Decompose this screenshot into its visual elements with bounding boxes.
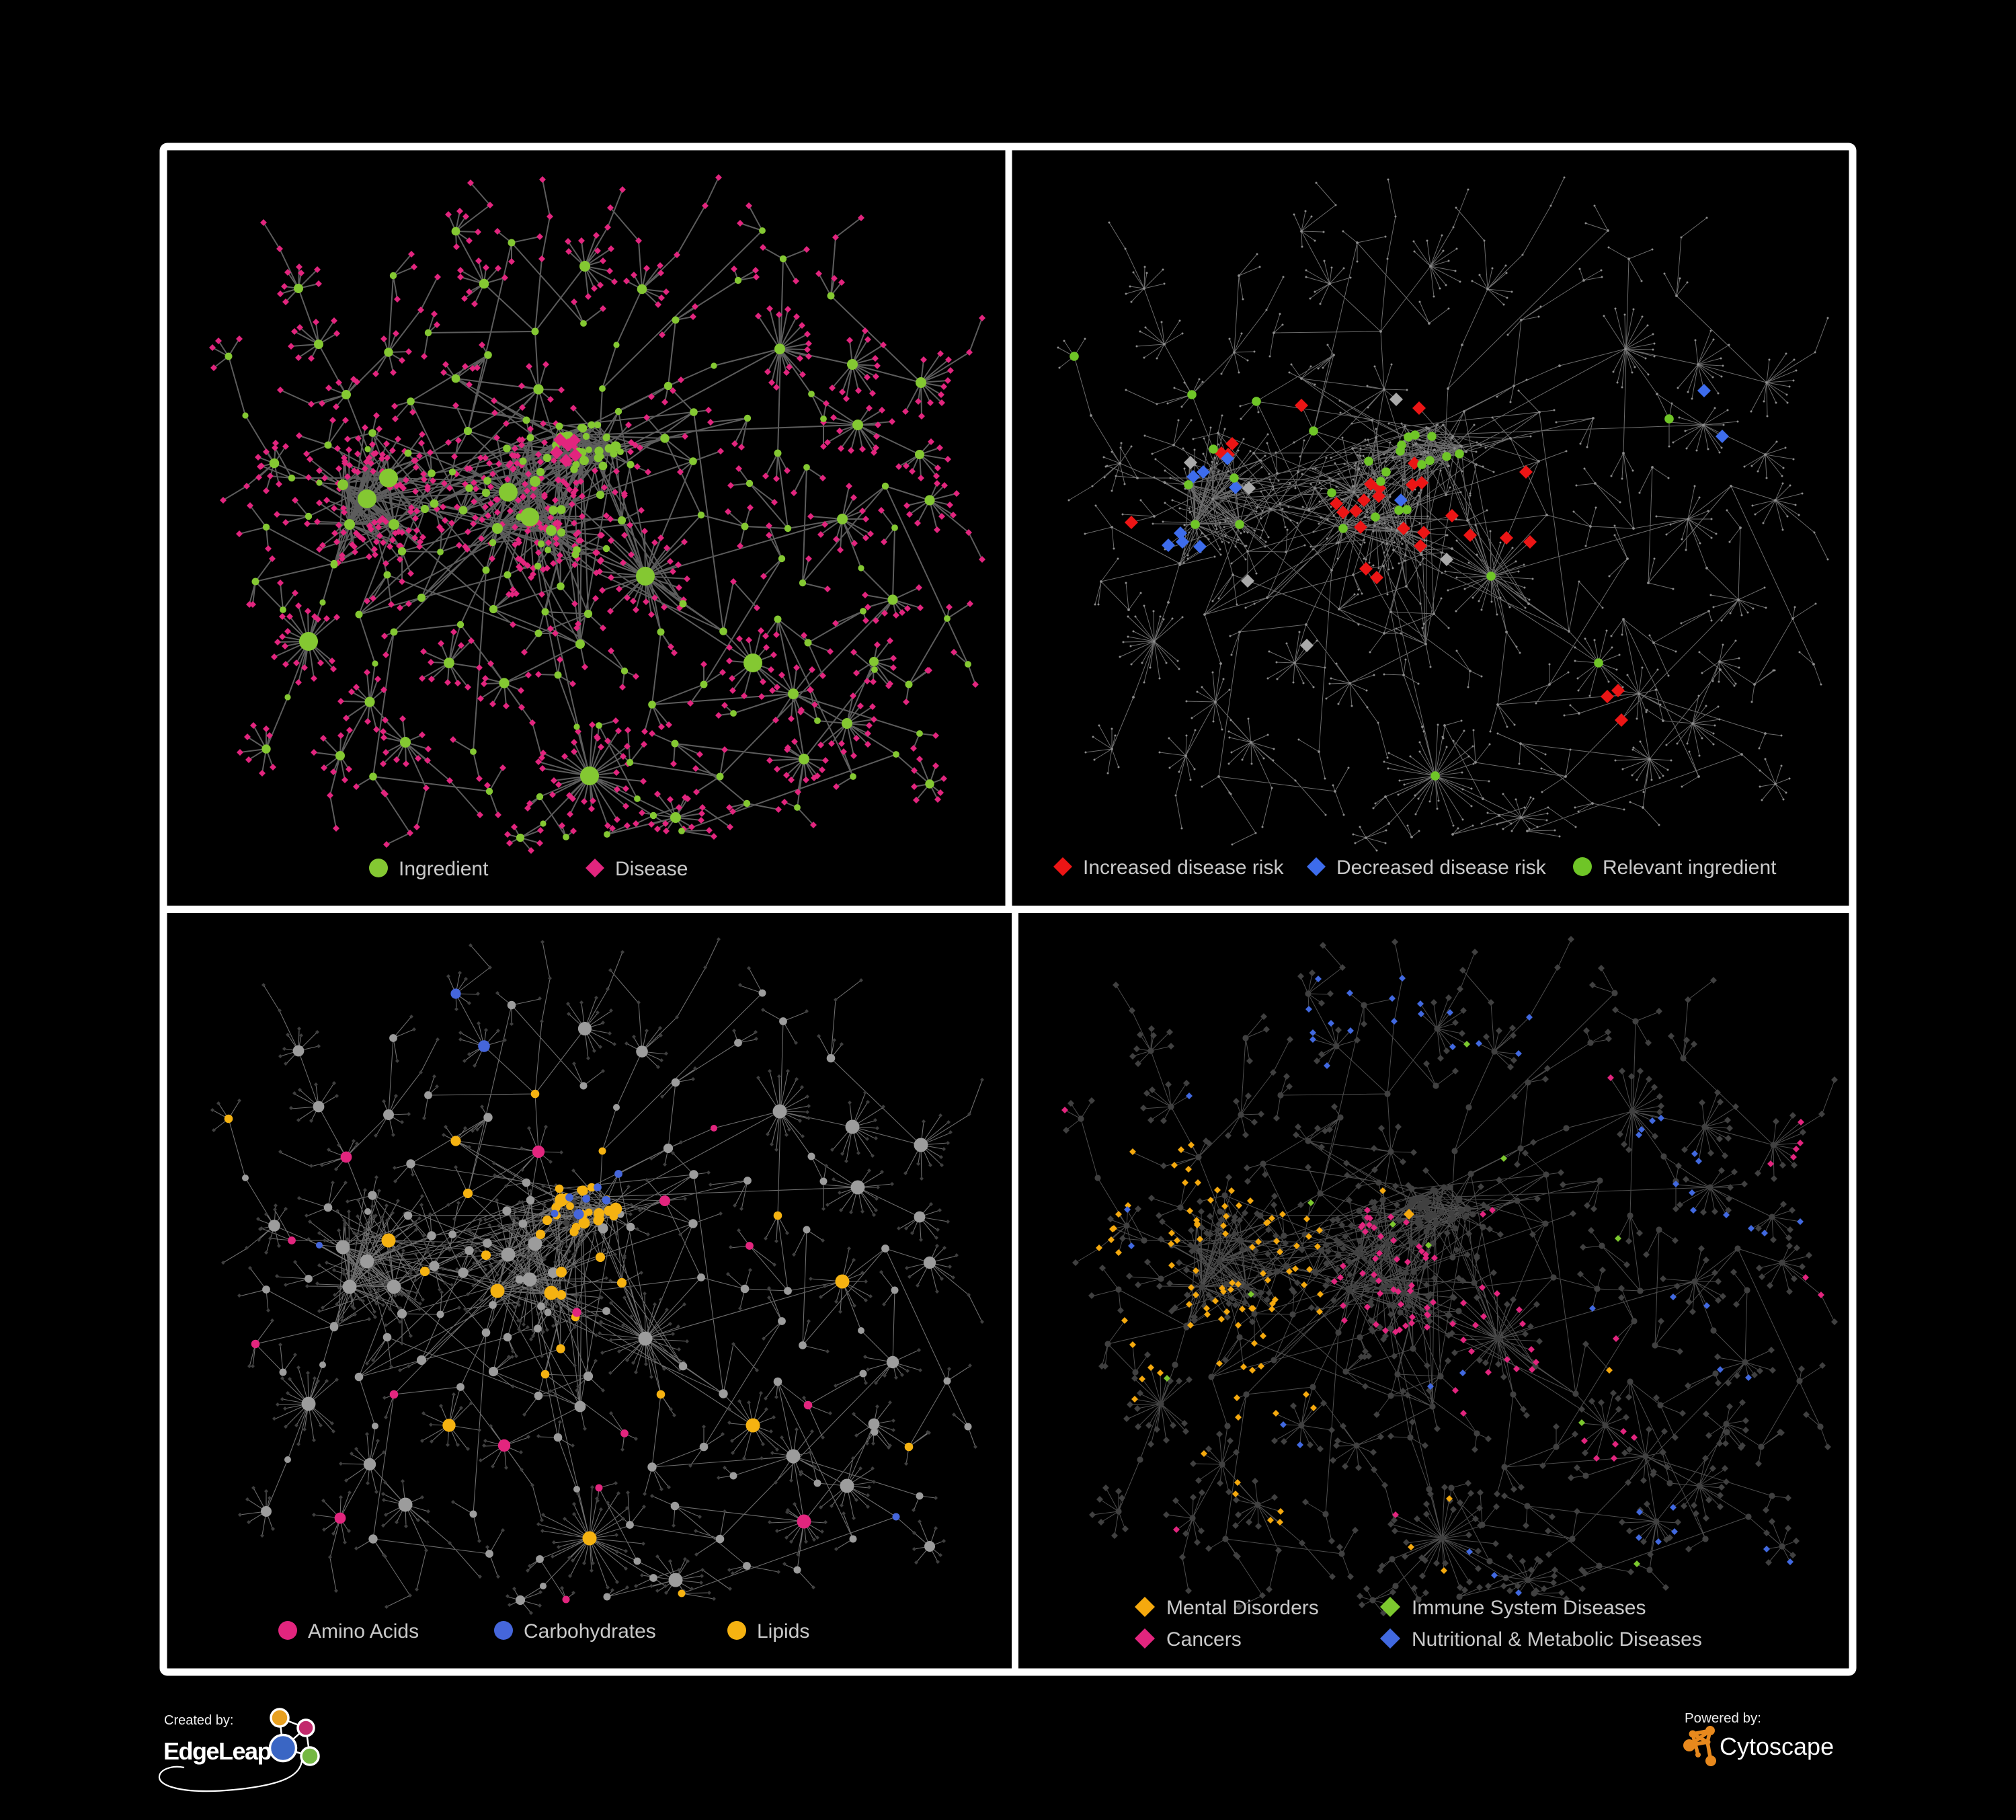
svg-text:Disease: Disease xyxy=(615,858,688,880)
svg-text:Carbohydrates: Carbohydrates xyxy=(524,1620,656,1643)
svg-text:Nutritional & Metabolic Diseas: Nutritional & Metabolic Diseases xyxy=(1412,1628,1702,1651)
svg-text:Lipids: Lipids xyxy=(757,1620,809,1643)
svg-text:Increased disease risk: Increased disease risk xyxy=(1083,857,1284,879)
svg-text:Ingredient: Ingredient xyxy=(399,858,489,880)
svg-text:Mental Disorders: Mental Disorders xyxy=(1166,1597,1319,1619)
svg-text:Immune System Diseases: Immune System Diseases xyxy=(1412,1597,1646,1619)
svg-text:Cancers: Cancers xyxy=(1166,1628,1242,1651)
svg-text:Powered by:: Powered by: xyxy=(1685,1710,1761,1726)
svg-text:Relevant ingredient: Relevant ingredient xyxy=(1603,857,1777,879)
svg-text:Amino Acids: Amino Acids xyxy=(308,1620,419,1643)
svg-text:Decreased disease risk: Decreased disease risk xyxy=(1336,857,1547,879)
svg-text:EdgeLeap: EdgeLeap xyxy=(163,1737,272,1765)
svg-text:Cytoscape: Cytoscape xyxy=(1720,1733,1834,1760)
svg-text:Created by:: Created by: xyxy=(164,1713,233,1728)
